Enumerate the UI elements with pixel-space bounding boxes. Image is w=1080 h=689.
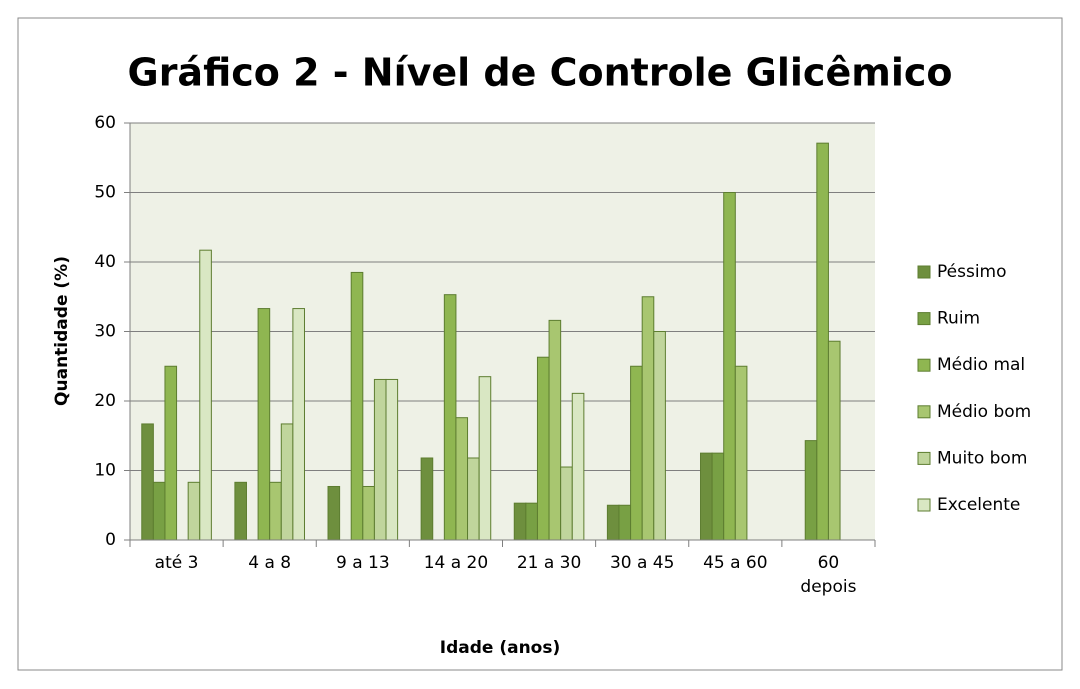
chart-title: Gráfico 2 - Nível de Controle Glicêmico [128,51,953,95]
bar [734,365,748,541]
bar [816,142,829,541]
legend-swatch [917,498,931,512]
bar [548,319,562,541]
bar [641,296,655,541]
bar [630,365,643,541]
y-tick-label: 10 [94,461,116,481]
bar [152,481,166,541]
bar [536,356,550,541]
bar [455,417,469,541]
bar [700,452,713,541]
legend-label: Muito bom [937,448,1027,468]
bar [827,340,841,541]
bar [653,331,666,541]
x-tick-label: 45 a 60 [703,553,768,573]
legend-label: Péssimo [937,262,1007,282]
bar [141,423,154,541]
bar [385,378,399,541]
x-tick-label: 4 a 8 [248,553,292,573]
bar [478,376,492,541]
y-axis-title: Quantidade (%) [52,256,72,406]
y-tick-label: 30 [94,322,116,342]
x-axis-title: Idade (anos) [440,638,561,658]
bar [560,466,573,541]
bar [443,294,457,541]
bar [327,485,341,541]
bar [362,485,375,541]
bar [420,457,434,541]
bar [513,502,527,541]
y-tick-label: 60 [94,113,116,133]
legend-label: Excelente [937,495,1020,515]
bar [164,365,178,541]
legend-swatch [917,358,931,372]
bar [257,308,271,541]
bar [199,249,212,541]
legend-label: Médio bom [937,402,1031,422]
bar [373,378,387,541]
legend-swatch [917,312,931,326]
legend-label: Médio mal [937,355,1025,375]
bar [711,452,725,541]
bar [525,502,538,541]
y-tick-label: 50 [94,183,116,203]
bar [804,440,818,541]
y-tick-label: 20 [94,391,116,411]
legend-swatch [917,265,931,279]
x-tick-label: 60 depois [800,553,857,597]
legend-swatch [917,405,931,419]
bar [269,481,282,541]
legend-swatch [917,451,931,465]
bar [292,308,305,541]
x-tick-label: 21 a 30 [516,553,582,573]
bar [187,481,201,541]
bar [571,392,585,541]
bar [606,504,620,541]
bar [280,423,294,541]
bar [234,481,247,541]
x-tick-label: 30 a 45 [609,553,675,573]
bar [618,504,632,541]
legend-label: Ruim [937,309,980,329]
y-tick-label: 40 [94,252,116,272]
x-tick-label: 14 a 20 [423,553,489,573]
x-tick-label: até 3 [154,553,199,573]
bar [350,271,364,541]
bar [467,457,480,541]
y-tick-label: 0 [105,530,116,550]
bar [723,192,736,541]
x-tick-label: 9 a 13 [335,553,390,573]
